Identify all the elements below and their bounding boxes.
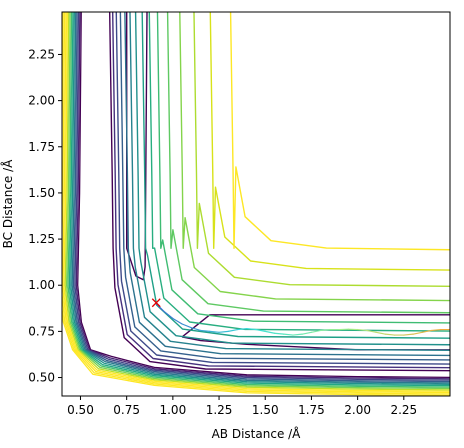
trajectory-segment	[246, 328, 257, 331]
x-tick-label: 1.50	[252, 403, 279, 417]
trajectory-segment	[375, 331, 386, 335]
trajectory-segment	[172, 317, 183, 325]
contour-line	[62, 12, 450, 394]
start-marker-stroke	[151, 298, 161, 308]
trajectory-segment	[190, 327, 202, 332]
trajectory-segment	[357, 328, 368, 332]
y-tick-label: 1.25	[28, 232, 55, 246]
contour-line	[179, 12, 450, 302]
trajectory-segment	[366, 329, 377, 333]
contour-line	[166, 12, 450, 314]
contour-line	[77, 12, 450, 378]
contour-line	[75, 12, 450, 380]
contour-line	[115, 12, 450, 365]
trajectory-segment	[209, 330, 220, 333]
x-tick-label: 0.75	[113, 403, 140, 417]
trajectory-segment	[264, 330, 276, 334]
x-tick-label: 2.25	[390, 403, 417, 417]
x-tick-label: 1.25	[206, 403, 233, 417]
contour-line	[71, 12, 450, 384]
trajectory-segment	[218, 330, 229, 333]
plot-frame	[61, 11, 451, 397]
trajectory-segment	[320, 328, 331, 332]
contour-line	[62, 12, 450, 395]
y-tick-label: 2.25	[28, 47, 55, 61]
contour-line	[62, 12, 450, 396]
contour-line	[181, 314, 450, 338]
trajectory-segment	[283, 333, 294, 336]
contour-line	[64, 12, 450, 391]
contour-line	[65, 12, 450, 390]
x-axis-label: AB Distance /Å	[212, 426, 302, 441]
contour-line	[70, 12, 450, 385]
contour-line	[67, 12, 450, 388]
contour-line	[108, 12, 450, 372]
trajectory-segment	[430, 328, 442, 332]
trajectory-segment	[301, 331, 313, 335]
trajectory-segment	[384, 333, 396, 336]
contour-line	[129, 12, 450, 352]
trajectory-segment	[227, 328, 239, 332]
y-tick-label: 0.50	[28, 371, 55, 385]
trajectory-segment	[412, 331, 423, 335]
contour-line	[141, 12, 450, 339]
x-tick-label: 0.50	[67, 403, 94, 417]
contour-line	[119, 12, 450, 361]
contour-line	[229, 12, 450, 251]
contour-line	[193, 12, 450, 288]
trajectory-segment	[199, 329, 211, 332]
trajectory-segment	[403, 333, 414, 336]
trajectory-segment	[255, 328, 266, 332]
contour-line	[156, 12, 450, 324]
trajectory-segment	[181, 323, 192, 329]
trajectory-path	[155, 303, 450, 336]
trajectory-segment	[236, 328, 248, 331]
trajectory-segment	[292, 333, 303, 336]
contour-line	[124, 12, 450, 357]
trajectory-segment	[273, 332, 285, 335]
y-axis: 0.50 0.75 1.00 1.25 1.50 1.75 2.00 2.25	[28, 47, 62, 385]
start-marker	[151, 298, 161, 308]
trajectory-segment	[163, 310, 174, 320]
y-tick-label: 1.50	[28, 186, 55, 200]
x-tick-label: 1.00	[159, 403, 186, 417]
contour-line	[72, 12, 450, 383]
y-tick-label: 2.00	[28, 94, 55, 108]
contour-line	[74, 12, 450, 381]
contour-line	[68, 12, 450, 387]
trajectory-segment	[155, 303, 165, 312]
y-tick-label: 1.00	[28, 278, 55, 292]
trajectory-segment	[421, 329, 433, 333]
y-tick-label: 1.75	[28, 140, 55, 154]
y-axis-label: BC Distance /Å	[0, 159, 15, 249]
contour-line	[148, 12, 450, 332]
x-tick-label: 1.75	[298, 403, 325, 417]
trajectory-segment	[310, 329, 322, 333]
contour-line	[111, 12, 450, 369]
contour-line	[134, 12, 450, 346]
x-tick-label: 2.00	[344, 403, 371, 417]
contour-line	[209, 12, 450, 271]
y-tick-label: 0.75	[28, 324, 55, 338]
x-axis: 0.50 0.75 1.00 1.25 1.50 1.75 2.00 2.25	[67, 396, 417, 417]
contour-line	[63, 12, 450, 392]
contour-lines	[62, 12, 450, 396]
